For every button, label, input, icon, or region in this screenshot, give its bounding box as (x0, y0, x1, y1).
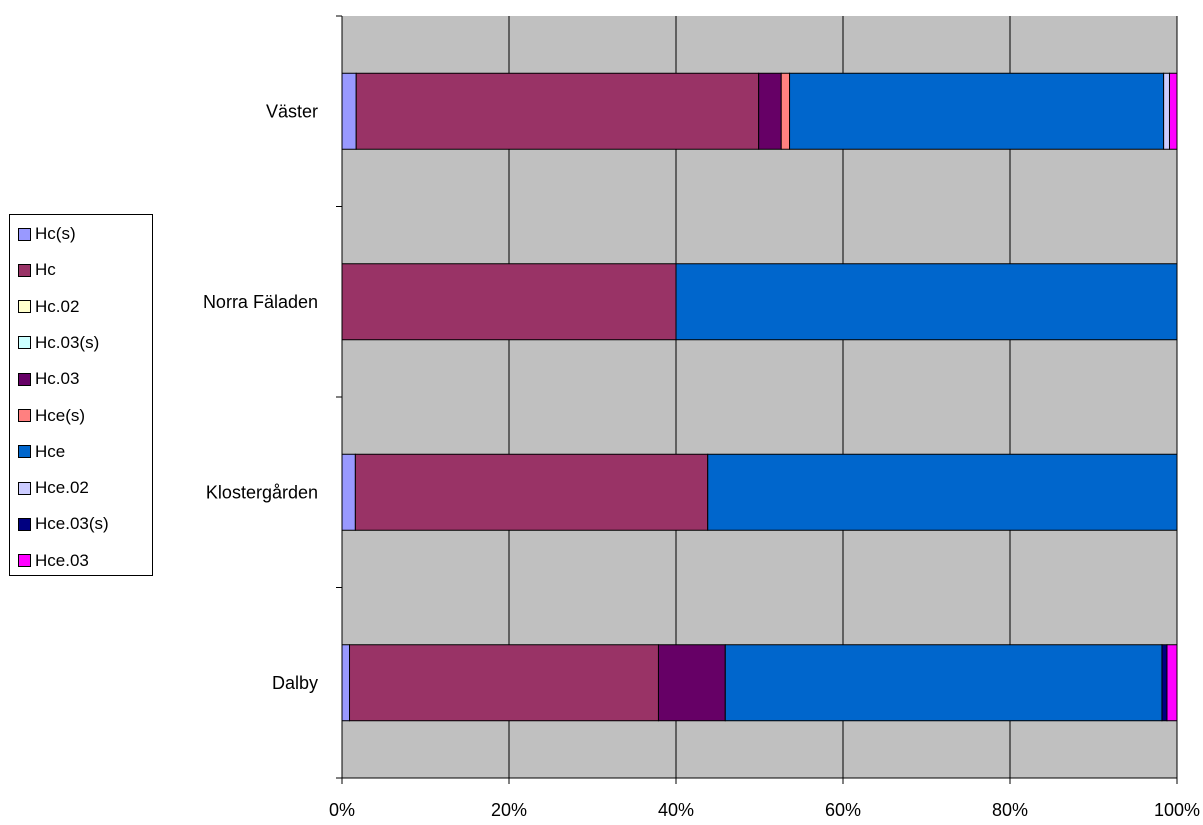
bar-segment (657, 644, 726, 722)
legend-item: Hce.03(s) (18, 514, 109, 534)
legend-item: Hce.02 (18, 478, 89, 498)
bars (341, 72, 1178, 722)
category-label: Klostergården (206, 482, 318, 502)
legend-label: Hc (35, 260, 56, 280)
bar-segment (355, 72, 760, 150)
legend-item: Hc(s) (18, 224, 76, 244)
category-label: Väster (266, 101, 318, 121)
legend-label: Hce.03 (35, 550, 89, 570)
legend-swatch (18, 300, 31, 314)
legend-label: Hce(s) (35, 405, 86, 425)
bar-segment (341, 644, 351, 722)
legend-item: Hc.03 (18, 369, 79, 389)
bar-segment (707, 453, 1178, 531)
x-tick-label: 60% (825, 800, 861, 820)
legend-swatch (18, 227, 31, 241)
bar-segment (354, 453, 709, 531)
legend-swatch (18, 336, 31, 350)
legend-item: Hc (18, 260, 56, 280)
legend-item: Hce(s) (18, 406, 85, 426)
bar-segment (1163, 72, 1170, 150)
legend: Hc(s) Hc Hc.02 Hc.03(s) Hc.03 Hce(s) Hce Hce.02… (9, 214, 153, 576)
legend-swatch (18, 481, 31, 495)
legend-item: Hc.03(s) (18, 333, 99, 353)
bar-segment (724, 644, 1163, 722)
legend-swatch (18, 409, 31, 422)
bar-segment (341, 72, 357, 150)
bar-segment (1161, 644, 1168, 722)
bar-segment (1168, 72, 1178, 150)
legend-item: Hce (18, 442, 65, 462)
x-tick-label: 0% (329, 800, 355, 820)
legend-swatch (18, 517, 31, 531)
legend-label: Hce.03(s) (35, 514, 109, 534)
legend-item: Hc.02 (18, 297, 79, 317)
legend-swatch (18, 372, 31, 386)
legend-item: Hce.03 (18, 551, 89, 571)
legend-swatch (18, 263, 31, 277)
legend-swatch (18, 554, 31, 568)
bar-segment (341, 263, 677, 341)
x-tick-label: 80% (992, 800, 1028, 820)
legend-label: Hce (35, 441, 66, 461)
legend-label: Hce.02 (35, 478, 89, 498)
bar-segment (675, 263, 1178, 341)
x-tick-label: 20% (491, 800, 527, 820)
bar-segment (780, 72, 791, 150)
category-label: Dalby (272, 673, 318, 693)
bar-segment (789, 72, 1165, 150)
category-label: Norra Fäladen (203, 292, 318, 312)
bar-segment (758, 72, 782, 150)
legend-label: Hc(s) (35, 224, 76, 243)
legend-swatch (18, 445, 31, 459)
x-tick-label: 100% (1154, 800, 1200, 820)
legend-label: Hc.02 (35, 296, 80, 316)
legend-label: Hc.03(s) (35, 332, 100, 352)
bar-segment (1166, 644, 1178, 722)
bar-segment (341, 453, 356, 531)
x-tick-label: 40% (658, 800, 694, 820)
bar-segment (349, 644, 659, 722)
legend-label: Hc.03 (35, 369, 80, 389)
labels: 0% 20% 40% 60% 80% 100% Väster Norra Fäladen Klo… (203, 101, 1200, 820)
